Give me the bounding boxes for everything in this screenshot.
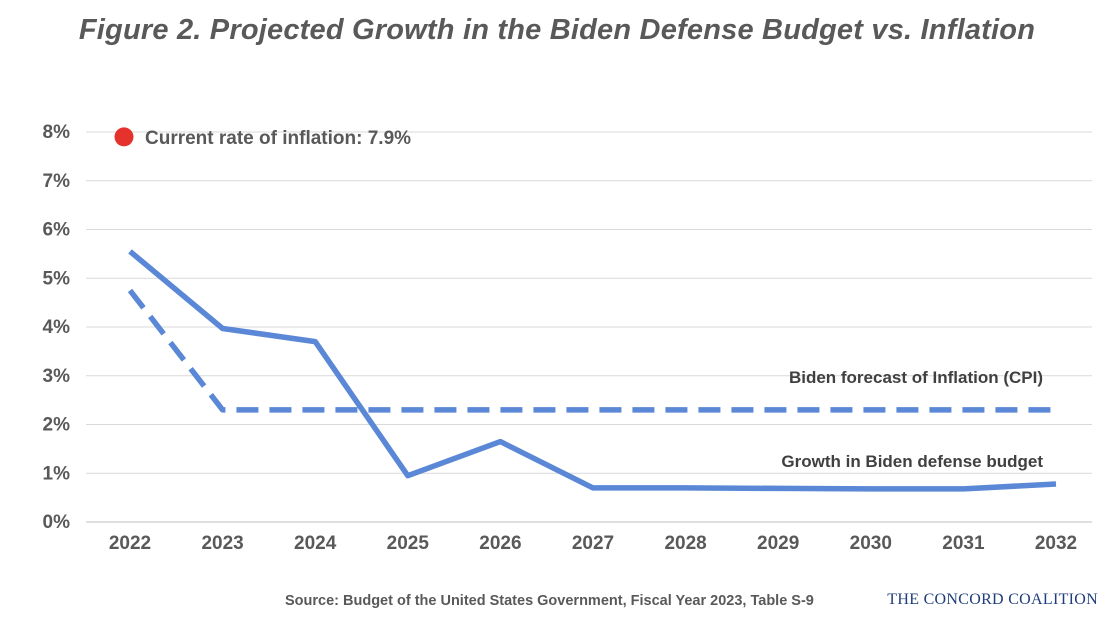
x-tick-label: 2022: [109, 533, 151, 554]
x-tick-label: 2029: [757, 533, 799, 554]
inflation-forecast-label: Biden forecast of Inflation (CPI): [789, 368, 1043, 387]
source-note: Source: Budget of the United States Gove…: [285, 593, 814, 609]
x-tick-label: 2027: [572, 533, 614, 554]
y-tick-label: 6%: [43, 220, 71, 241]
annotation-group: Current rate of inflation: 7.9%: [114, 127, 411, 149]
x-tick-label: 2023: [201, 533, 243, 554]
y-tick-label: 4%: [43, 317, 71, 338]
y-tick-label: 7%: [43, 171, 71, 192]
x-tick-label: 2025: [387, 533, 430, 554]
y-tick-label: 2%: [43, 415, 71, 436]
gridlines: [86, 131, 1092, 523]
x-tick-label: 2032: [1035, 533, 1077, 554]
x-tick-label: 2024: [294, 533, 337, 554]
y-tick-label: 1%: [43, 463, 71, 484]
concord-coalition-logo: THE CONCORD COALITION: [887, 591, 1098, 609]
y-tick-label: 0%: [43, 512, 71, 533]
x-tick-label: 2026: [479, 533, 521, 554]
series-group: [127, 249, 1057, 492]
current-inflation-label: Current rate of inflation: 7.9%: [145, 128, 411, 149]
series-labels: Growth in Biden defense budget Biden fore…: [781, 368, 1043, 471]
chart-title: Figure 2. Projected Growth in the Biden …: [78, 14, 1036, 46]
x-tick-label: 2028: [664, 533, 706, 554]
current-inflation-dot: [114, 127, 134, 147]
y-tick-label: 3%: [43, 366, 71, 387]
y-axis-tick-labels: 0% 1% 2% 3% 4% 5% 6% 7% 8%: [43, 122, 71, 533]
y-tick-label: 8%: [43, 122, 71, 143]
x-axis-tick-labels: 2022 2023 2024 2025 2026 2027 2028 2029 2030 2031…: [109, 533, 1077, 554]
defense-budget-label: Growth in Biden defense budget: [781, 452, 1043, 471]
x-tick-label: 2030: [850, 533, 892, 554]
inflation-forecast-line: [127, 288, 1056, 413]
logo-text: THE CONCORD COALITION: [887, 591, 1098, 608]
y-tick-label: 5%: [43, 268, 71, 289]
x-tick-label: 2031: [942, 533, 985, 554]
